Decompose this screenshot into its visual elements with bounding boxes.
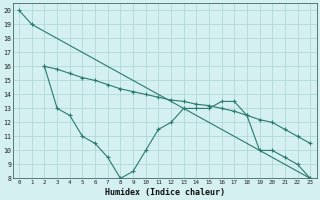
X-axis label: Humidex (Indice chaleur): Humidex (Indice chaleur) — [105, 188, 225, 197]
